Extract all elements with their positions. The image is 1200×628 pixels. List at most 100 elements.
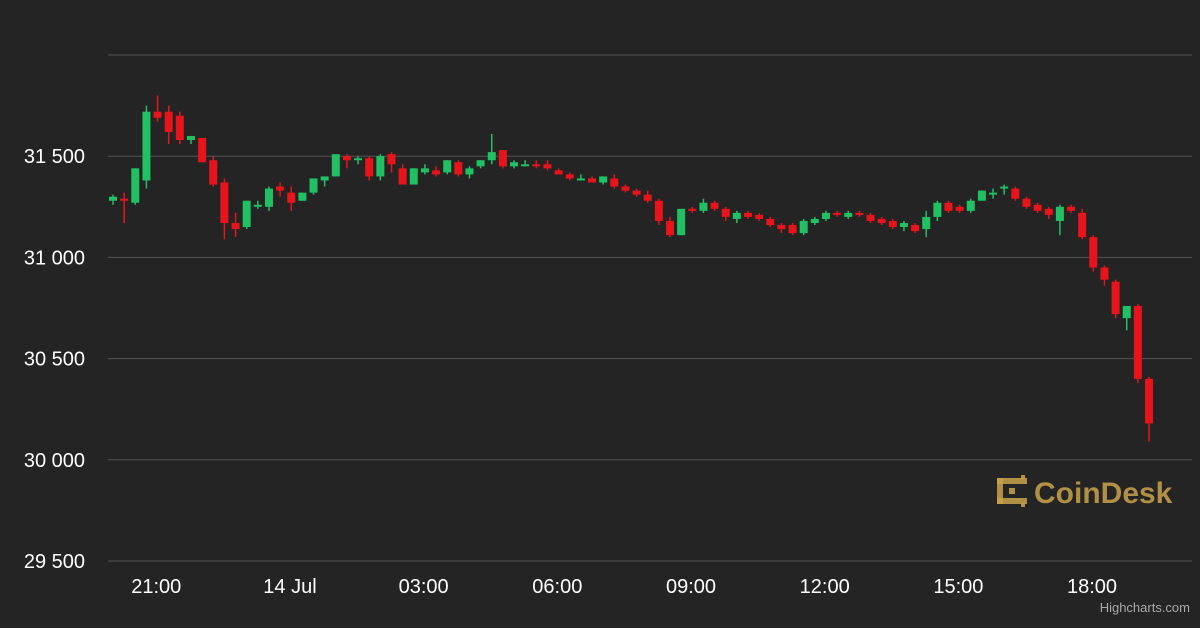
candle [855,210,864,217]
candle [1089,235,1098,272]
x-tick-label: 15:00 [933,576,983,598]
candle [844,210,853,219]
candle-body [465,168,474,175]
y-tick-label: 31 500 [24,146,85,168]
candle-body [977,190,986,201]
candle [922,210,931,238]
candle [766,216,775,228]
x-tick-label: 03:00 [399,576,449,598]
candle [877,216,886,226]
candle-body [755,214,764,219]
candle-body [732,212,741,219]
y-axis: 29 500 30 000 30 500 31 000 31 500 [24,146,85,573]
candle-body [743,212,752,217]
candle [510,160,519,169]
candle-body [1044,208,1053,215]
candle [164,105,173,145]
candle-body [1122,305,1131,319]
y-tick-label: 30 500 [24,349,85,371]
candle [666,216,674,238]
candle [543,160,552,171]
candle-body [766,218,775,226]
candle-body [320,176,329,181]
candle-body [1033,204,1042,211]
candle-body [264,188,273,207]
candle-body [855,212,864,215]
candle-body [810,218,819,223]
candle-body [799,220,808,234]
candle [989,188,998,199]
candle [1044,206,1053,219]
candle [799,218,808,236]
candle-body [1089,237,1098,268]
candle [1067,204,1076,213]
coindesk-logo-text: CoinDesk [1034,477,1173,510]
candle-body [398,168,407,185]
candle-body [565,174,574,179]
coindesk-watermark: CoinDesk [997,475,1173,510]
candle [777,222,786,234]
candle [977,190,986,201]
candle-body [1078,212,1087,238]
candle-body [1011,188,1020,199]
candle-body [866,214,875,221]
candle [209,156,218,187]
candle-body [420,168,429,173]
candle-body [342,156,351,161]
candle-body [1022,198,1031,207]
candle-body [532,164,541,167]
candle-body [888,220,897,228]
x-tick-label: 21:00 [131,576,181,598]
candle-body [198,137,207,163]
candle-body [253,204,262,207]
candle-body [688,208,697,211]
candle [866,212,875,223]
candle-body [409,168,418,185]
candle-body [153,111,162,118]
candle [1078,208,1087,240]
candle [1055,204,1064,236]
candle [521,160,530,167]
candle [253,200,262,209]
candle [409,168,418,185]
candle [899,220,908,232]
candle-body [989,192,998,195]
candle [1133,303,1142,383]
candle [677,208,686,236]
candle-body [554,170,563,175]
candle-body [209,160,218,185]
candle-body [309,178,318,193]
candle-body [454,162,463,175]
candle-body [933,202,942,217]
candle [1122,305,1131,331]
candle [186,135,195,145]
candle-body [120,198,129,201]
candle [398,164,407,185]
candle [821,210,830,221]
candle-body [899,222,908,228]
candle-body [821,212,830,219]
candle [599,176,608,185]
candle-body [621,186,630,191]
highcharts-credit[interactable]: Highcharts.com [1100,600,1190,615]
candles [109,95,1154,442]
candle-body [476,160,485,167]
grid-lines [108,54,1192,562]
candle [833,210,842,217]
candle [231,212,240,238]
candle-body [966,200,975,211]
candle-body [109,196,117,201]
candle [287,186,296,211]
candle [810,216,819,226]
candle [432,166,441,177]
candle-body [331,154,340,177]
candle [732,210,741,223]
candle [465,166,474,179]
candle [1100,265,1109,286]
candle [743,210,752,219]
candle [632,188,641,197]
candle-body [1000,186,1009,189]
candle [365,156,374,181]
y-tick-label: 29 500 [24,551,85,573]
